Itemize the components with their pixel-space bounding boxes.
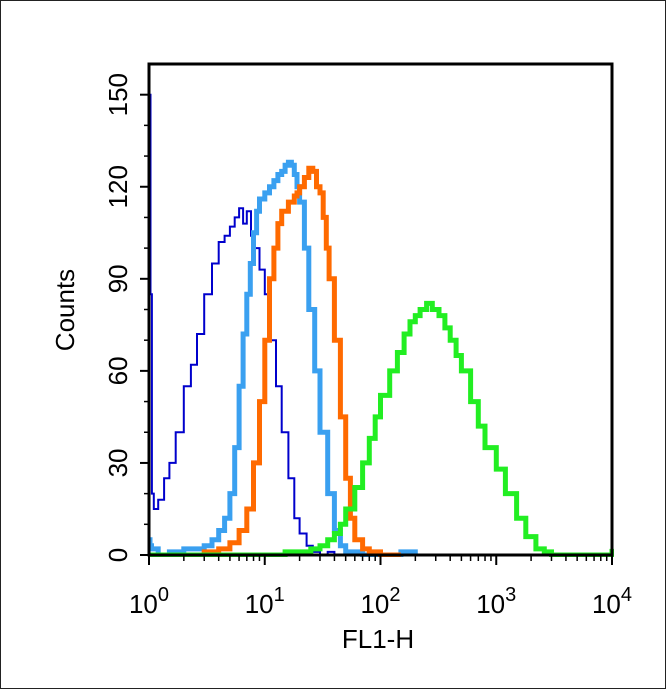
x-tick-label: 104: [592, 584, 632, 619]
series-line-4: [149, 300, 614, 557]
x-tick-label: 100: [129, 584, 169, 619]
y-tick-label: 120: [103, 165, 133, 208]
y-tick-label: 30: [103, 448, 133, 477]
x-tick-label: 103: [476, 584, 516, 619]
axis-layer: 0 30 60 90 120 150 100 101 102 103 104: [103, 73, 632, 619]
y-tick-label: 150: [103, 73, 133, 116]
series-line-2: [147, 159, 418, 557]
y-tick-label: 90: [103, 264, 133, 293]
x-axis-label: FL1-H: [342, 624, 414, 654]
series-line-1: [149, 93, 355, 556]
y-tick-label: 60: [103, 356, 133, 385]
series-line-3: [149, 165, 401, 557]
x-tick-label: 101: [245, 584, 285, 619]
y-tick-label: 0: [103, 548, 133, 562]
x-tick-label: 102: [360, 584, 400, 619]
plot-area: [147, 62, 614, 557]
y-axis-label: Counts: [50, 269, 80, 351]
series-layer: [147, 93, 614, 557]
